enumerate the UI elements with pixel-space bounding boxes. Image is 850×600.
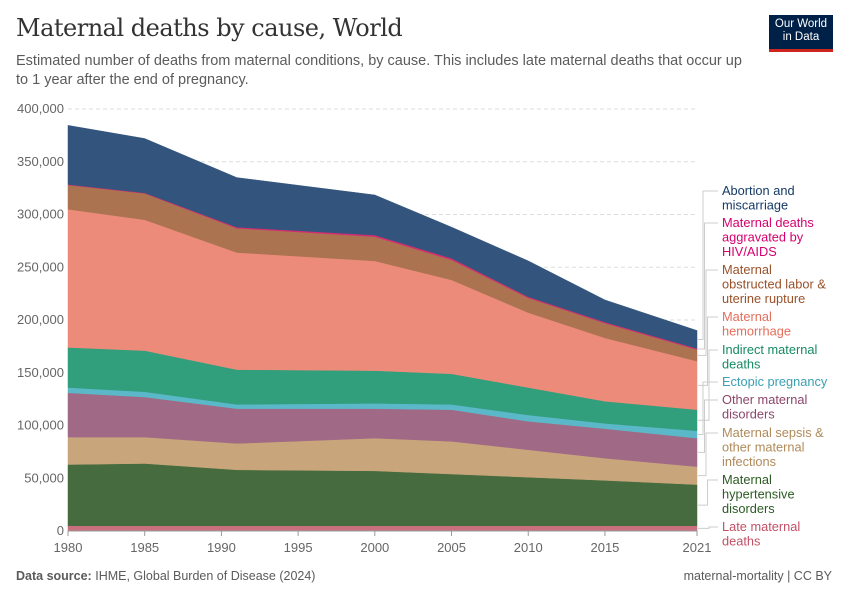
- legend-label[interactable]: uterine rupture: [722, 291, 805, 306]
- legend-connector: [698, 190, 718, 341]
- legend-label[interactable]: Late maternal: [722, 519, 800, 534]
- y-tick-label: 350,000: [17, 154, 64, 169]
- x-tick-label: 2021: [683, 540, 712, 555]
- legend-label[interactable]: other maternal: [722, 440, 805, 455]
- legend-label[interactable]: Maternal: [722, 309, 772, 324]
- legend-label[interactable]: Abortion and: [722, 183, 795, 198]
- legend-connector: [698, 432, 718, 477]
- legend-label[interactable]: aggravated by: [722, 230, 804, 245]
- y-tick-label: 250,000: [17, 259, 64, 274]
- y-tick-label: 0: [57, 523, 64, 538]
- legend-label[interactable]: Maternal: [722, 262, 772, 277]
- legend-label[interactable]: hypertensive: [722, 487, 795, 502]
- legend-connector: [698, 526, 718, 529]
- legend-connector: [698, 269, 718, 356]
- legend-label[interactable]: deaths: [722, 534, 760, 549]
- x-tick-label: 1990: [207, 540, 236, 555]
- legend-connector: [698, 316, 718, 386]
- legend-label[interactable]: HIV/AIDS: [722, 244, 777, 259]
- legend-label[interactable]: Maternal sepsis &: [722, 425, 824, 440]
- legend-connector: [698, 381, 718, 435]
- owid-logo[interactable]: Our World in Data: [769, 15, 833, 52]
- x-tick-label: 2000: [360, 540, 389, 555]
- legend-connector: [698, 399, 718, 453]
- legend-label[interactable]: Ectopic pregnancy: [722, 374, 828, 389]
- legend-label[interactable]: Indirect maternal: [722, 342, 817, 357]
- source-text[interactable]: IHME, Global Burden of Disease (2024): [95, 569, 316, 583]
- y-tick-label: 400,000: [17, 101, 64, 116]
- legend-connector: [698, 479, 718, 506]
- y-tick-label: 200,000: [17, 312, 64, 327]
- data-source: Data source: IHME, Global Burden of Dise…: [16, 569, 315, 583]
- legend-label[interactable]: disorders: [722, 501, 775, 516]
- x-tick-label: 1995: [284, 540, 313, 555]
- legend-label[interactable]: Maternal: [722, 472, 772, 487]
- legend-label[interactable]: hemorrhage: [722, 324, 791, 339]
- y-tick-label: 100,000: [17, 418, 64, 433]
- chart-title: Maternal deaths by cause, World: [16, 14, 403, 42]
- legend-label[interactable]: Other maternal: [722, 392, 807, 407]
- legend-label[interactable]: infections: [722, 454, 776, 469]
- legend-label[interactable]: obstructed labor &: [722, 277, 826, 292]
- legend-label[interactable]: deaths: [722, 357, 760, 372]
- chart-slug-license[interactable]: maternal-mortality | CC BY: [683, 569, 832, 583]
- legend-connector: [698, 222, 718, 350]
- chart-subtitle: Estimated number of deaths from maternal…: [16, 53, 742, 88]
- y-tick-label: 300,000: [17, 207, 64, 222]
- legend-label[interactable]: miscarriage: [722, 198, 788, 213]
- x-tick-label: 2015: [590, 540, 619, 555]
- x-tick-label: 2005: [437, 540, 466, 555]
- x-tick-label: 2010: [514, 540, 543, 555]
- y-tick-label: 150,000: [17, 365, 64, 380]
- x-tick-label: 1980: [54, 540, 83, 555]
- x-tick-label: 1985: [130, 540, 159, 555]
- area-late-maternal-deaths[interactable]: [67, 525, 698, 532]
- legend-label[interactable]: Maternal deaths: [722, 215, 814, 230]
- legend-label[interactable]: disorders: [722, 407, 775, 422]
- y-tick-label: 50,000: [24, 470, 64, 485]
- source-label: Data source:: [16, 569, 92, 583]
- area-abortion-and-miscarriage[interactable]: [67, 125, 698, 349]
